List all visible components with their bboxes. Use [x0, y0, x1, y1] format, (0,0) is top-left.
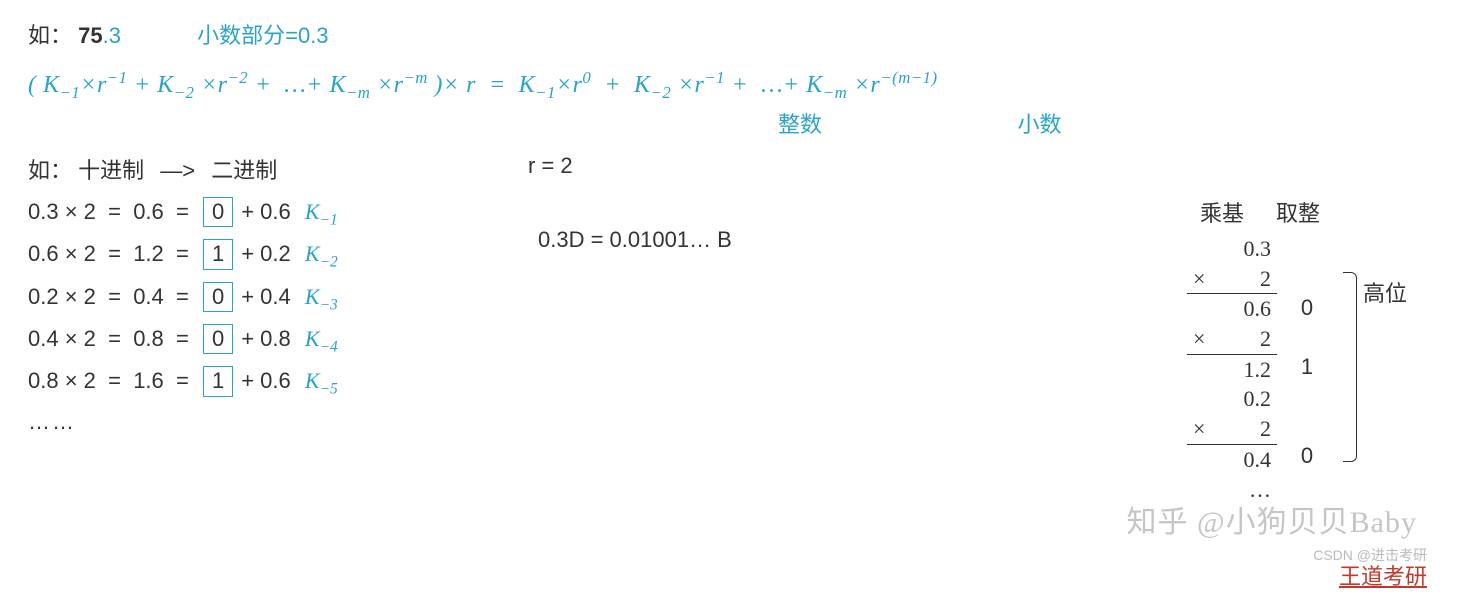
step-mul: 0.3 × 2	[28, 199, 96, 224]
calc-column: 0.3 ×2 0.6 ×2 1.2 0.2 ×2 0.4 …	[1187, 234, 1277, 504]
step-rem: 0.8	[260, 326, 291, 351]
step-res: 0.4	[133, 284, 164, 309]
k-label: K−1	[305, 199, 338, 224]
int-val: 1	[1277, 352, 1337, 382]
example-header: 如： 75.3 小数部分=0.3	[28, 18, 1429, 50]
step-row: 0.3 × 2 = 0.6 = 0 + 0.6 K−1	[28, 197, 458, 229]
vertical-calc: 乘基 取整 0.3 ×2 0.6 ×2 1.2 0.2 ×2 0.4 … 0 1…	[1187, 196, 1377, 504]
int-box: 1	[203, 366, 233, 396]
int-box: 0	[203, 282, 233, 312]
k-label: K−5	[305, 368, 338, 393]
col2-label: 取整	[1263, 196, 1333, 228]
step-row: 0.6 × 2 = 1.2 = 1 + 0.2 K−2	[28, 239, 458, 271]
calc-start: 0.3	[1187, 234, 1277, 264]
int-label: 整数	[778, 112, 822, 137]
footer-brand: 王道考研	[1339, 559, 1427, 591]
formula-labels: 整数 小数	[28, 107, 1429, 139]
calc-mul: ×2	[1187, 414, 1277, 445]
arrow-icon: —>	[160, 158, 195, 183]
int-box: 0	[203, 197, 233, 227]
watermark-zhihu: 知乎 @小狗贝贝Baby	[1127, 497, 1417, 541]
step-rem: 0.6	[260, 199, 291, 224]
ellipsis: ……	[28, 409, 458, 435]
step-res: 1.6	[133, 368, 164, 393]
step-res: 0.6	[133, 199, 164, 224]
step-rem: 0.6	[260, 368, 291, 393]
step-res: 0.8	[133, 326, 164, 351]
calc-header: 乘基 取整	[1187, 196, 1377, 228]
int-box: 1	[203, 239, 233, 269]
int-part: 75	[78, 23, 102, 48]
k-label: K−3	[305, 284, 338, 309]
step-row: 0.4 × 2 = 0.8 = 0 + 0.8 K−4	[28, 324, 458, 356]
step-row: 0.8 × 2 = 1.6 = 1 + 0.6 K−5	[28, 366, 458, 398]
prefix2: 如：	[28, 158, 72, 183]
rhs: K−1×r0 + K−2 ×r−1 + …+ K−m ×r−(m−1)	[519, 72, 938, 98]
step-mul: 0.2 × 2	[28, 284, 96, 309]
step-mul: 0.6 × 2	[28, 241, 96, 266]
result-column: r = 2 0.3D = 0.01001… B	[538, 153, 732, 435]
int-val: 0	[1277, 441, 1337, 471]
step-mul: 0.4 × 2	[28, 326, 96, 351]
frac-part: .3	[103, 23, 121, 48]
to-base: 二进制	[211, 158, 277, 183]
bracket-column: 高位	[1337, 234, 1377, 504]
steps-column: 如： 十进制 —> 二进制 0.3 × 2 = 0.6 = 0 + 0.6 K−…	[28, 153, 458, 435]
calc-mul: ×2	[1187, 324, 1277, 355]
prefix: 如：	[28, 23, 72, 48]
frac-label2: 小数	[1018, 112, 1062, 137]
step-res: 1.2	[133, 241, 164, 266]
conversion-heading: 如： 十进制 —> 二进制	[28, 153, 458, 185]
eq: =	[482, 72, 512, 98]
result: 0.3D = 0.01001… B	[538, 227, 732, 253]
int-column: 0 1 0	[1277, 234, 1337, 504]
from-base: 十进制	[78, 158, 144, 183]
high-bit-label: 高位	[1363, 276, 1407, 308]
k-label: K−4	[305, 326, 338, 351]
r-value: r = 2	[528, 153, 732, 179]
calc-prod: 0.6	[1187, 294, 1277, 324]
calc-prod: 1.2	[1187, 355, 1277, 385]
step-mul: 0.8 × 2	[28, 368, 96, 393]
int-box: 0	[203, 324, 233, 354]
calc-mul: ×2	[1187, 264, 1277, 295]
calc-prod: 0.4	[1187, 445, 1277, 475]
step-rem: 0.2	[260, 241, 291, 266]
lhs: ( K−1×r−1 + K−2 ×r−2 + …+ K−m ×r−m )× r	[28, 72, 476, 98]
int-val: 0	[1277, 293, 1337, 323]
step-row: 0.2 × 2 = 0.4 = 0 + 0.4 K−3	[28, 282, 458, 314]
col1-label: 乘基	[1187, 196, 1257, 228]
frac-label: 小数部分=0.3	[197, 23, 328, 48]
k-label: K−2	[305, 241, 338, 266]
expansion-formula: ( K−1×r−1 + K−2 ×r−2 + …+ K−m ×r−m )× r …	[28, 68, 1429, 103]
bracket-icon	[1343, 272, 1357, 462]
step-rem: 0.4	[260, 284, 291, 309]
calc-carry: 0.2	[1187, 384, 1277, 414]
